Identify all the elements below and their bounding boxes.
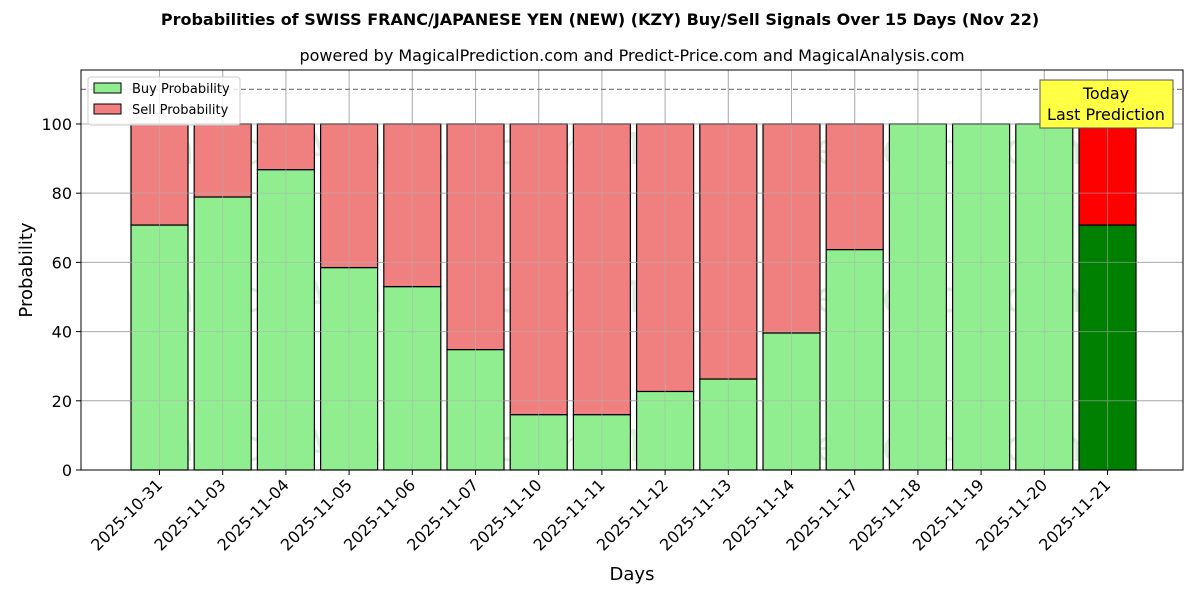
annotation-line1: Today xyxy=(1082,84,1129,103)
legend-buy-swatch xyxy=(93,82,122,94)
legend-sell-swatch xyxy=(93,103,122,115)
y-tick-label: 80 xyxy=(52,184,72,203)
legend-box xyxy=(87,76,241,126)
y-axis-ticks: 0 20 40 60 80 100 xyxy=(41,115,81,480)
y-axis-label: Probability xyxy=(16,222,37,317)
x-axis-label: Days xyxy=(610,564,655,585)
y-tick-label: 60 xyxy=(52,253,72,272)
y-tick-label: 40 xyxy=(52,323,72,342)
today-annotation: Today Last Prediction xyxy=(1039,79,1174,129)
annotation-box xyxy=(1039,79,1174,129)
axes-frame xyxy=(80,69,1184,471)
legend-buy-label: Buy Probability xyxy=(132,82,230,97)
chart-title: Probabilities of SWISS FRANC/JAPANESE YE… xyxy=(160,10,1040,29)
y-tick-label: 100 xyxy=(41,115,72,134)
x-axis-ticks: 2025-10-312025-11-032025-11-042025-11-05… xyxy=(87,470,1114,555)
legend-sell-label: Sell Probability xyxy=(132,103,229,118)
bar-series xyxy=(81,70,1183,471)
y-tick-label: 20 xyxy=(52,392,72,411)
chart-subtitle: powered by MagicalPrediction.com and Pre… xyxy=(299,46,965,65)
annotation-line2: Last Prediction xyxy=(1047,105,1165,124)
legend: Buy Probability Sell Probability xyxy=(87,76,241,126)
y-tick-label: 0 xyxy=(62,461,72,480)
